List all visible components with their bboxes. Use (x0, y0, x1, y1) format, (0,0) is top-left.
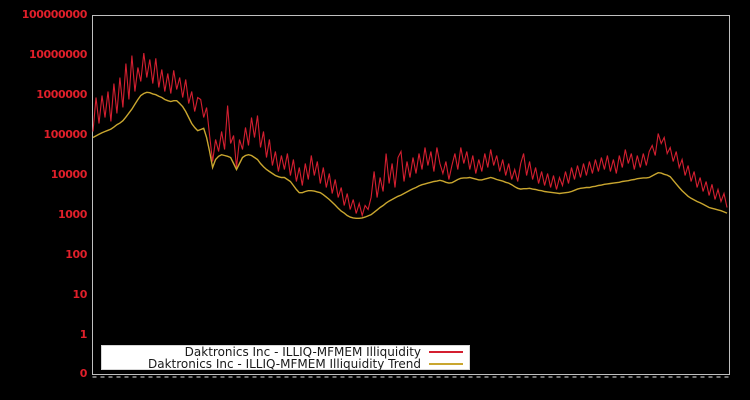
y-tick-label: 100000 (43, 128, 87, 141)
y-tick-label: 100 (65, 248, 87, 261)
series-trend-line (92, 91, 728, 220)
y-tick-label: 100000000 (21, 8, 88, 21)
y-tick-label: 1 (79, 328, 88, 341)
legend: Daktronics Inc - ILLIQ-MFMEM Illiquidity… (101, 345, 470, 370)
y-tick-label: 0 (79, 367, 88, 380)
y-tick-label: 1000 (57, 208, 87, 221)
series-illiquidity-line (92, 53, 728, 218)
legend-label-trend: Daktronics Inc - ILLIQ-MFMEM Illiquidity… (148, 356, 421, 371)
legend-item-illiquidity: Daktronics Inc - ILLIQ-MFMEM Illiquidity (102, 346, 469, 358)
legend-line-swatch-trend (429, 362, 463, 365)
y-axis: 0 1 10 100 1000 10000 100000 1000000 10000000 100… (0, 0, 88, 400)
y-tick-label: 10000 (50, 168, 88, 181)
plot-frame (92, 15, 730, 375)
y-tick-label: 10000000 (28, 48, 87, 61)
legend-line-swatch-illiquidity (429, 350, 463, 353)
legend-item-trend: Daktronics Inc - ILLIQ-MFMEM Illiquidity… (102, 358, 469, 370)
y-tick-label: 1000000 (36, 88, 87, 101)
y-tick-label: 10 (72, 288, 87, 301)
legend-label-illiquidity: Daktronics Inc - ILLIQ-MFMEM Illiquidity (184, 344, 421, 359)
